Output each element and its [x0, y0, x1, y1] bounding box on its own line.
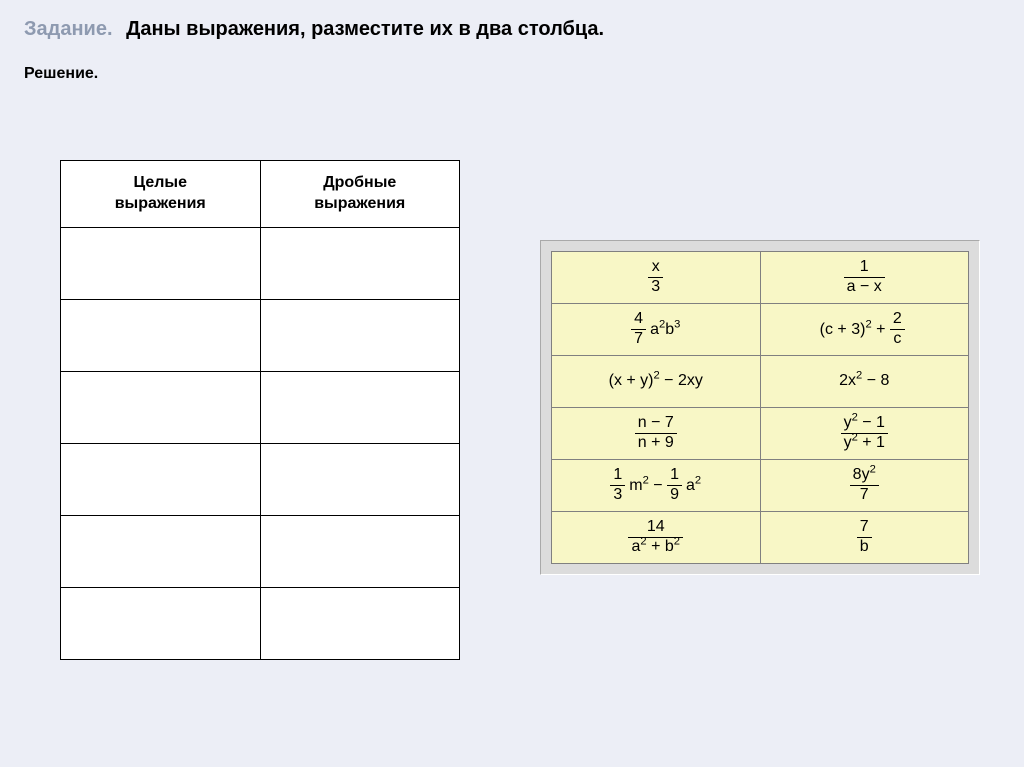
drop-cell[interactable]: [61, 371, 261, 443]
task-label: Задание.: [24, 18, 113, 40]
drop-cell[interactable]: [260, 299, 460, 371]
expr-7-b[interactable]: 7b: [760, 512, 969, 564]
cards-table: x31a − x47a2b3(c + 3)2 + 2c(x + y)2 − 2x…: [551, 251, 969, 564]
task-text: Даны выражения, разместите их в два стол…: [126, 18, 604, 40]
table-row[interactable]: [61, 299, 460, 371]
drop-cell[interactable]: [61, 587, 261, 659]
table-row[interactable]: [61, 371, 460, 443]
card-row: n − 7n + 9y2 − 1y2 + 1: [552, 408, 969, 460]
expr-c3sq-plus-2c[interactable]: (c + 3)2 + 2c: [760, 304, 969, 356]
drop-cell[interactable]: [61, 515, 261, 587]
expr-n-7-over-n-9[interactable]: n − 7n + 9: [552, 408, 761, 460]
card-row: 47a2b3(c + 3)2 + 2c: [552, 304, 969, 356]
table-row[interactable]: [61, 515, 460, 587]
task-line: Задание. Даны выражения, разместите их в…: [24, 18, 1000, 41]
expr-x-over-3[interactable]: x3: [552, 252, 761, 304]
worksheet-body[interactable]: [61, 227, 460, 659]
header: Задание. Даны выражения, разместите их в…: [0, 0, 1024, 91]
expr-1-over-a-minus-x[interactable]: 1a − x: [760, 252, 969, 304]
drop-cell[interactable]: [260, 371, 460, 443]
drop-cell[interactable]: [260, 515, 460, 587]
solution-label: Решение.: [24, 65, 1000, 83]
cards-frame: x31a − x47a2b3(c + 3)2 + 2c(x + y)2 − 2x…: [540, 240, 980, 575]
card-row: 13m2 − 19a28y27: [552, 460, 969, 512]
card-row: (x + y)2 − 2xy2x2 − 8: [552, 356, 969, 408]
expr-13m2-19a2[interactable]: 13m2 − 19a2: [552, 460, 761, 512]
drop-cell[interactable]: [260, 227, 460, 299]
expr-xy2-2xy[interactable]: (x + y)2 − 2xy: [552, 356, 761, 408]
table-row[interactable]: [61, 227, 460, 299]
worksheet-table[interactable]: Целыевыражения Дробныевыражения: [60, 160, 460, 660]
drop-cell[interactable]: [61, 227, 261, 299]
expr-4-7-a2b3[interactable]: 47a2b3: [552, 304, 761, 356]
drop-cell[interactable]: [61, 299, 261, 371]
table-row[interactable]: [61, 443, 460, 515]
worksheet-col-2: Дробныевыражения: [260, 161, 460, 228]
expr-14-a2b2[interactable]: 14a2 + b2: [552, 512, 761, 564]
expr-y2-1-over-y2-1[interactable]: y2 − 1y2 + 1: [760, 408, 969, 460]
expr-8y2-7[interactable]: 8y27: [760, 460, 969, 512]
page: { "header": { "task_label": "Задание.", …: [0, 0, 1024, 767]
table-row[interactable]: [61, 587, 460, 659]
drop-cell[interactable]: [61, 443, 261, 515]
expr-2x2-8[interactable]: 2x2 − 8: [760, 356, 969, 408]
worksheet-col-1: Целыевыражения: [61, 161, 261, 228]
drop-cell[interactable]: [260, 443, 460, 515]
cards-body: x31a − x47a2b3(c + 3)2 + 2c(x + y)2 − 2x…: [552, 252, 969, 564]
card-row: x31a − x: [552, 252, 969, 304]
drop-cell[interactable]: [260, 587, 460, 659]
card-row: 14a2 + b27b: [552, 512, 969, 564]
